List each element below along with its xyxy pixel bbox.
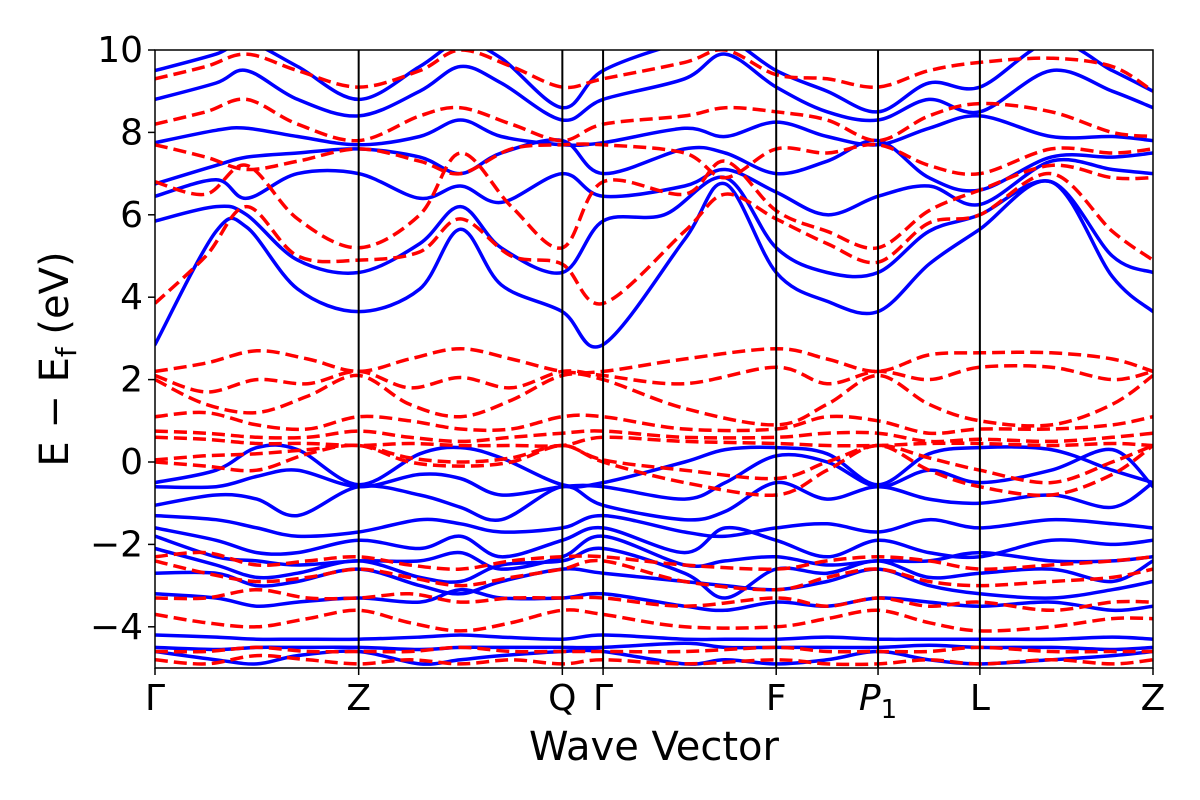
bands-layer [155, 50, 1153, 667]
x-tick-label-3: Γ [593, 678, 613, 719]
dashed-band-7 [155, 372, 1153, 428]
solid-band-5 [155, 52, 1153, 123]
solid-band-9 [155, 480, 1153, 523]
y-tick-label-6: 8 [120, 112, 143, 153]
y-axis-title: E − Ef (eV) [32, 251, 83, 466]
solid-band-16 [155, 633, 1153, 642]
solid-band-14 [155, 567, 1153, 600]
dashed-band-10 [155, 435, 1153, 448]
solid-band-17 [155, 641, 1153, 652]
dashed-band-2 [155, 142, 1153, 180]
series-solid-bands [155, 50, 1153, 666]
x-tick-label-4: F [766, 678, 787, 719]
solid-band-10 [155, 513, 1153, 539]
x-axis-ticks: Γ Z Q Γ F P1 L Z [145, 668, 1165, 725]
x-tick-label-7: Z [1141, 678, 1166, 719]
y-axis-title-unit: (eV) [32, 251, 78, 347]
x-tick-label-6: L [970, 678, 990, 719]
solid-band-4 [155, 114, 1153, 148]
solid-band-7 [155, 443, 1153, 489]
dashed-band-1 [155, 151, 1153, 251]
dashed-band-16 [155, 608, 1153, 633]
y-axis-title-sub: f [50, 346, 83, 357]
solid-band-11 [155, 525, 1153, 560]
y-axis-ticks: −4 −2 0 2 4 6 8 10 [90, 30, 155, 648]
dashed-band-8 [155, 410, 1153, 436]
dashed-band-6 [155, 363, 1153, 394]
dashed-band-4 [155, 50, 1153, 93]
x-tick-label-1: Z [346, 678, 371, 719]
x-tick-label-2: Q [548, 678, 576, 719]
high-symmetry-lines [357, 50, 981, 668]
y-axis-title-main: E − E [32, 357, 78, 467]
solid-band-0 [155, 179, 1153, 349]
x-tick-label-0: Γ [145, 678, 165, 719]
dashed-band-13 [155, 550, 1153, 571]
x-axis-title: Wave Vector [529, 724, 780, 770]
solid-band-12 [155, 534, 1153, 571]
y-tick-label-1: −2 [90, 524, 143, 565]
y-tick-label-5: 6 [120, 195, 143, 236]
y-tick-label-2: 0 [120, 442, 143, 483]
y-tick-label-4: 4 [120, 277, 143, 318]
dashed-band-5 [155, 346, 1153, 375]
y-tick-label-3: 2 [120, 360, 143, 401]
x-tick-label-5: P1 [859, 678, 897, 725]
y-tick-label-7: 10 [97, 30, 143, 71]
solid-band-15 [155, 587, 1153, 613]
dashed-band-15 [155, 587, 1153, 613]
plot-frame [154, 49, 1154, 669]
y-tick-label-0: −4 [90, 607, 143, 648]
